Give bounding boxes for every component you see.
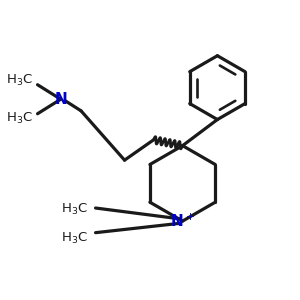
Text: H$_3$C: H$_3$C [61, 231, 88, 246]
Text: H$_3$C: H$_3$C [6, 73, 33, 88]
Text: H$_3$C: H$_3$C [6, 110, 33, 126]
Text: H$_3$C: H$_3$C [61, 202, 88, 217]
Text: N$^+$: N$^+$ [170, 212, 195, 230]
Text: N: N [54, 92, 67, 107]
